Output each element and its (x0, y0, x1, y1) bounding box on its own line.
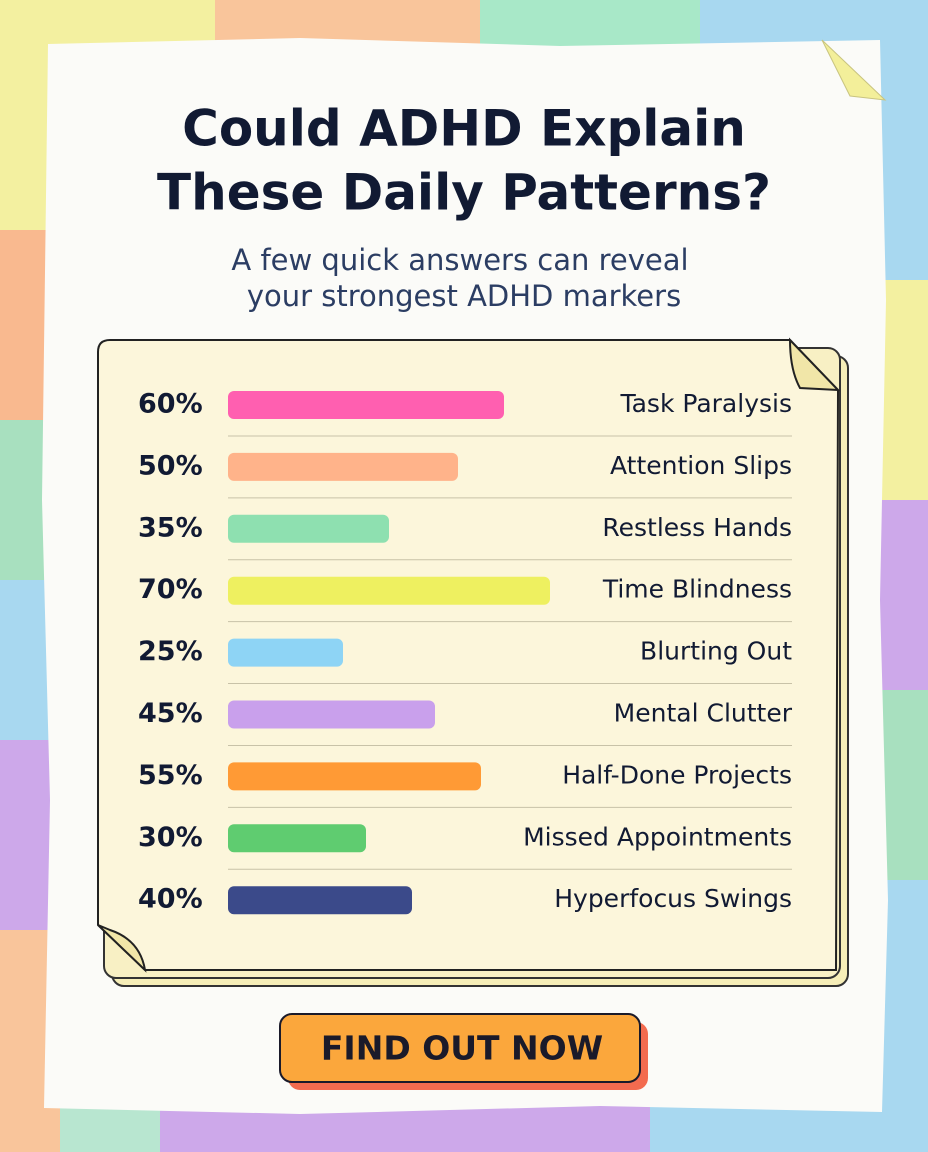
category-label: Time Blindness (602, 575, 792, 604)
title-line: Could ADHD Explain (182, 100, 746, 158)
category-label: Half-Done Projects (562, 760, 792, 789)
cta-button[interactable]: FIND OUT NOW (279, 1013, 648, 1090)
value-label: 25% (138, 636, 203, 667)
value-label: 40% (138, 884, 203, 915)
category-label: Missed Appointments (523, 822, 792, 851)
value-label: 35% (138, 512, 203, 543)
value-label: 45% (138, 698, 203, 729)
bar (228, 576, 550, 605)
value-label: 70% (138, 574, 203, 605)
bar (228, 700, 435, 729)
bar (228, 514, 389, 543)
category-label: Blurting Out (640, 637, 792, 666)
cta-label[interactable]: FIND OUT NOW (321, 1029, 603, 1068)
category-label: Task Paralysis (619, 389, 792, 418)
title-line: These Daily Patterns? (157, 164, 771, 222)
value-label: 50% (138, 450, 203, 481)
bar-chart: 60% Task Paralysis 50% Attention Slips 35% Re… (138, 389, 793, 915)
bar (228, 824, 366, 853)
bar (228, 391, 504, 419)
bar (228, 452, 458, 481)
category-label: Restless Hands (602, 513, 792, 542)
subtitle-line: A few quick answers can reveal (231, 243, 688, 277)
bar (228, 638, 343, 667)
value-label: 30% (138, 822, 203, 853)
bar (228, 762, 481, 791)
subtitle-line: your strongest ADHD markers (247, 279, 681, 313)
category-label: Mental Clutter (614, 699, 793, 728)
title: Could ADHD Explain These Daily Patterns?… (157, 100, 771, 314)
bar (228, 886, 412, 915)
category-label: Attention Slips (610, 451, 792, 480)
value-label: 60% (138, 389, 203, 420)
value-label: 55% (138, 760, 203, 791)
category-label: Hyperfocus Swings (554, 884, 792, 913)
